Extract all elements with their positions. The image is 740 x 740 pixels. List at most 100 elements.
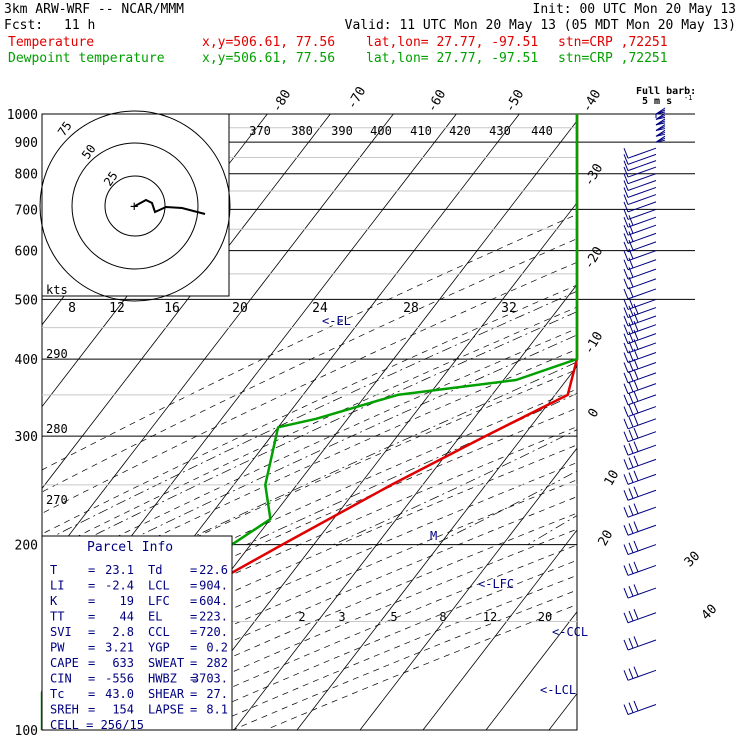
dewpoint-legend: Dewpoint temperature xyxy=(8,51,165,66)
theta-label: 440 xyxy=(531,124,553,138)
wind-barb xyxy=(655,111,666,115)
barb-key-units: 5 m s xyxy=(642,96,672,107)
dry-adiabat-line xyxy=(199,575,577,730)
wind-barb-flag xyxy=(628,610,634,622)
parcel-info-label: SVI xyxy=(50,625,72,639)
wind-barb-flag xyxy=(623,278,629,290)
dry-adiabat-line xyxy=(42,426,577,664)
parcel-info-label: CAPE xyxy=(50,656,79,670)
wind-barb xyxy=(627,147,657,159)
wind-barb xyxy=(627,232,657,244)
mixing-ratio-label: 20 xyxy=(538,610,552,624)
dewpoint-latlon: lat,lon= 27.77, -97.51 xyxy=(366,51,539,66)
wind-barb-flag xyxy=(628,248,634,260)
wind-barb-flag xyxy=(628,429,634,441)
moist-adiabat-line xyxy=(75,311,577,545)
wind-barb-flag xyxy=(633,415,639,426)
wind-barb xyxy=(627,394,657,406)
pressure-label: 600 xyxy=(15,245,38,260)
theta-label: 420 xyxy=(449,124,471,138)
parcel-info-value: 19 xyxy=(120,594,134,608)
wind-barb-flag xyxy=(628,668,634,679)
hodograph-ring xyxy=(71,142,199,270)
theta-label: 430 xyxy=(489,124,511,138)
level-annotations: <-EL M <-LFC <-CCL <-LCL xyxy=(322,314,588,697)
speed-label: 12 xyxy=(109,301,125,316)
parcel-info-label: SWEAT xyxy=(148,656,184,670)
parcel-info-label: YGP xyxy=(148,641,170,655)
pressure-label: 800 xyxy=(15,168,38,183)
wind-barb xyxy=(627,564,657,576)
wind-barb-flag xyxy=(623,148,629,159)
parcel-info-value: 27. xyxy=(206,687,228,701)
wind-barb-flag xyxy=(628,381,634,393)
wind-barb-flag xyxy=(628,563,634,574)
speed-label: 16 xyxy=(164,301,180,316)
isotherm-label: -70 xyxy=(345,84,370,112)
parcel-info-eq: = xyxy=(190,625,197,639)
model-title: 3km ARW-WRF -- NCAR/MMM xyxy=(4,2,185,17)
wind-barb-flag xyxy=(628,239,634,251)
parcel-info-label: LAPSE xyxy=(148,703,184,717)
wind-barb-flag xyxy=(628,404,634,415)
wind-barb-flag xyxy=(623,352,629,363)
parcel-info-label: Tc xyxy=(50,687,64,701)
isotherm-line xyxy=(359,447,577,730)
dry-adiabat-line xyxy=(42,348,577,593)
wind-barb-flag xyxy=(628,472,634,483)
wind-barb-flag xyxy=(623,670,629,681)
wind-barb-flag xyxy=(623,490,629,501)
mixing-ratio-label: 5 xyxy=(390,610,397,624)
wind-barb xyxy=(627,324,657,336)
wind-barb xyxy=(627,160,657,172)
hodograph-ring-label: 50 xyxy=(79,142,99,162)
isotherm-label: -60 xyxy=(425,87,450,115)
wind-barb xyxy=(627,201,657,213)
wind-barb xyxy=(655,122,666,126)
wind-barb xyxy=(627,431,657,443)
wind-barb xyxy=(627,383,657,395)
parcel-info-cell: CELL = 256/15 xyxy=(50,718,144,732)
wind-barb-flag xyxy=(623,565,629,576)
wind-barb xyxy=(627,166,657,178)
pressure-label: 500 xyxy=(15,293,38,308)
wind-barb-flag xyxy=(623,201,629,213)
isotherm-line xyxy=(42,114,331,490)
isotherm-label: 0 xyxy=(586,406,603,420)
wind-barb-flag xyxy=(623,544,629,555)
level-annotation-lfc: <-LFC xyxy=(478,577,514,591)
isotherm-line xyxy=(675,114,740,730)
wind-barb xyxy=(627,704,657,715)
parcel-info-label: SHEAR xyxy=(148,687,185,701)
mixing-ratio-label: 2 xyxy=(298,610,305,624)
theta-label: 380 xyxy=(291,124,313,138)
wind-barb xyxy=(627,241,657,253)
pressure-label: 400 xyxy=(15,353,38,368)
dry-adiabat-line xyxy=(42,214,577,471)
parcel-info-label: Td xyxy=(148,563,162,577)
isotherm-label: -30 xyxy=(582,161,607,189)
wind-barb-flag xyxy=(633,369,639,380)
parcel-info-value: 3703. xyxy=(192,672,228,686)
wind-barb-flag xyxy=(628,314,634,325)
wind-barb xyxy=(627,333,657,345)
wind-barb-flag xyxy=(633,427,639,439)
parcel-info-eq: = xyxy=(190,641,197,655)
parcel-info-label: LI xyxy=(50,579,64,593)
wind-barb xyxy=(627,458,657,470)
wind-barb xyxy=(627,250,657,262)
parcel-info-value: 282 xyxy=(206,656,228,670)
forecast-label: Fcst: xyxy=(4,18,44,33)
wind-barb xyxy=(627,208,657,220)
dry-adiabat-line xyxy=(42,261,577,514)
wind-barb-flag xyxy=(623,194,629,205)
wind-barb-flag xyxy=(628,370,634,382)
wind-barb-flag xyxy=(623,431,629,442)
wind-barb-flag xyxy=(628,297,634,308)
wind-barb xyxy=(627,259,657,271)
wind-barb-flag xyxy=(623,342,629,354)
hodograph-ring-label: 25 xyxy=(101,169,121,189)
wind-barb-flag xyxy=(628,322,634,334)
isotherm-line xyxy=(296,365,577,730)
